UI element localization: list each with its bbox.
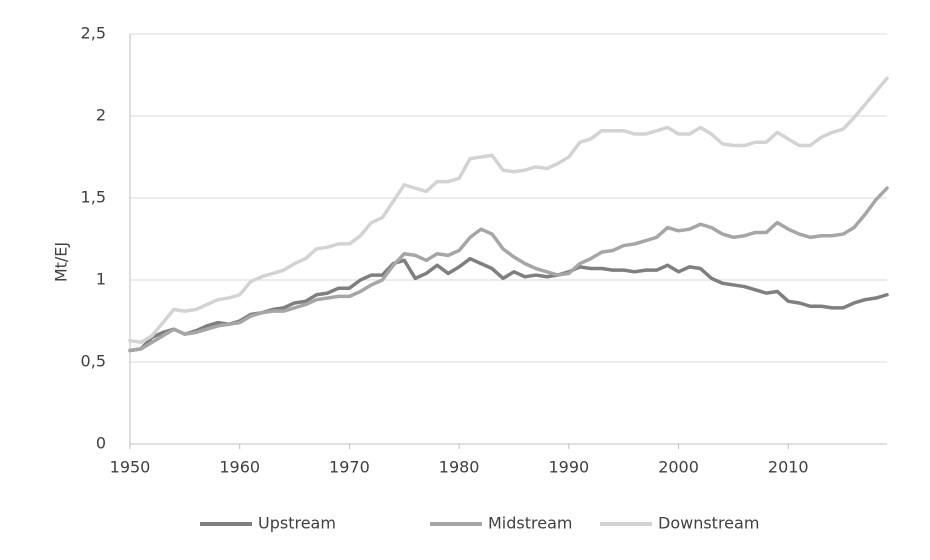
x-tick-label: 1960 (219, 458, 260, 477)
y-tick-label: 2 (96, 106, 106, 125)
y-tick-label: 2,5 (81, 24, 106, 43)
x-tick-label: 1990 (548, 458, 589, 477)
series-line (128, 76, 889, 345)
x-tick-label: 2000 (658, 458, 699, 477)
legend-label: Upstream (258, 514, 336, 533)
x-tick-label: 1950 (110, 458, 151, 477)
y-axis-label: Mt/EJ (52, 242, 71, 282)
legend-label: Downstream (658, 514, 759, 533)
series-line (128, 186, 889, 353)
x-tick-label: 1970 (329, 458, 370, 477)
y-tick-label: 1 (96, 270, 106, 289)
legend-label: Midstream (488, 514, 572, 533)
x-tick-label: 2010 (768, 458, 809, 477)
series-line (128, 256, 889, 353)
y-tick-label: 1,5 (81, 188, 106, 207)
y-tick-label: 0 (96, 434, 106, 453)
y-tick-label: 0,5 (81, 352, 106, 371)
x-tick-label: 1980 (439, 458, 480, 477)
